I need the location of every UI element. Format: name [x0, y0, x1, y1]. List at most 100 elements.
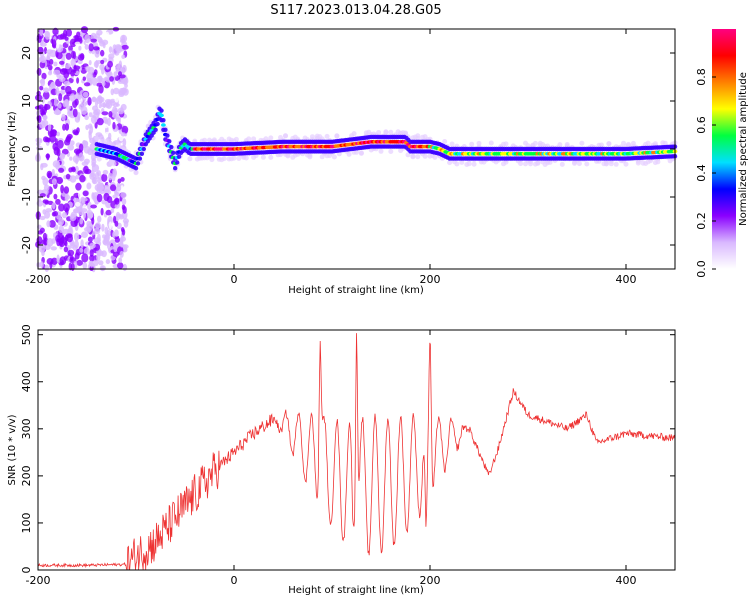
spectrogram-noise-cell: [51, 39, 57, 48]
spectrogram-halo-cell: [354, 149, 359, 155]
spectrogram-noise-cell: [96, 193, 103, 203]
spectrogram-halo-cell: [662, 140, 668, 146]
spectrogram-halo-cell: [378, 148, 384, 154]
spectrogram-noise-cell: [120, 227, 125, 233]
spectrogram-noise-cell: [115, 63, 121, 69]
spectrogram-noise-cell: [93, 259, 99, 266]
spectrogram-noise-cell: [98, 84, 104, 94]
spectrogram-noise-cell: [72, 197, 80, 203]
spectrogram-noise-cell: [42, 91, 50, 100]
spectrogram-noise-cell: [58, 167, 65, 173]
x-tick-label: -200: [26, 574, 51, 587]
spectrogram-noise-cell: [114, 203, 120, 209]
spectrogram-ridge-edge: [173, 166, 178, 171]
spectrogram-noise-cell: [53, 69, 61, 76]
spectrogram-noise-cell: [121, 198, 127, 205]
spectrogram-noise-cell: [82, 91, 89, 98]
spectrogram-noise-cell: [94, 222, 101, 229]
spectrogram-noise-cell: [53, 61, 58, 67]
spectrogram-noise-cell: [63, 186, 70, 194]
colorbar-tick-label: 0.6: [695, 116, 708, 134]
spectrogram-halo-cell: [324, 133, 330, 139]
spectrogram-ridge-edge: [135, 161, 141, 166]
spectrogram-noise-cell: [64, 240, 68, 247]
spectrogram-noise-cell: [117, 117, 121, 125]
spectrogram-noise-cell: [64, 123, 70, 131]
spectrogram-noise-cell: [42, 199, 49, 204]
spectrogram-noise-cell: [65, 85, 72, 95]
spectrogram-halo-cell: [202, 137, 208, 143]
spectrogram-noise-cell: [104, 31, 110, 37]
spectrogram-noise-cell: [59, 241, 65, 248]
spectrogram-halo-cell: [454, 161, 460, 167]
x-tick-label: -200: [26, 273, 51, 286]
spectrogram-halo-cell: [334, 133, 340, 139]
y-tick-label: -10: [20, 188, 33, 206]
spectrogram-noise-cell: [71, 167, 76, 173]
spectrogram-noise-cell: [96, 250, 104, 257]
spectrogram-halo-cell: [376, 130, 382, 135]
spectrogram-noise-cell: [121, 204, 126, 211]
spectrogram-halo-cell: [410, 154, 416, 160]
spectrogram-noise-cell: [101, 111, 109, 116]
spectrogram-noise-cell: [46, 170, 53, 179]
spectrogram-noise-cell: [114, 220, 119, 227]
spectrogram-halo-cell: [236, 156, 242, 161]
spectrogram-noise-cell: [84, 34, 91, 44]
spectrogram-halo-cell: [388, 129, 394, 135]
spectrogram-noise-cell: [93, 60, 99, 68]
colorbar-gradient: [712, 29, 736, 269]
spectrogram-ridge-edge: [176, 154, 182, 159]
spectrogram-noise-cell: [80, 239, 84, 249]
spectrogram-noise-cell: [97, 177, 101, 184]
spectrogram-noise-cell: [57, 34, 65, 40]
spectrogram-noise-cell: [87, 212, 93, 219]
spectrogram-noise-cell: [39, 215, 46, 221]
spectrogram-noise-cell: [74, 41, 81, 46]
spectrogram-noise-cell: [123, 220, 129, 228]
spectrogram-halo-cell: [584, 161, 590, 167]
spectrogram-noise-cell: [64, 36, 69, 41]
spectrogram-noise-cell: [100, 66, 105, 75]
spectrogram-halo-cell: [564, 142, 570, 147]
spectrogram-ridge-edge: [175, 160, 180, 165]
spectrogram-noise-cell: [120, 132, 126, 137]
spectrogram-noise-cell: [81, 161, 89, 166]
spectrogram-noise-cell: [101, 223, 105, 232]
spectrogram-noise-cell: [94, 49, 100, 58]
spectrogram-noise-cell: [57, 139, 64, 149]
spectrogram-noise-cell: [90, 38, 97, 43]
spectrogram-noise-cell: [61, 148, 69, 155]
colorbar-ticks: 0.0 0.2 0.4 0.6 0.8: [695, 68, 716, 278]
spectrogram-noise-cell: [72, 108, 78, 118]
snr-y-label: SNR (10 * v/v): [7, 414, 18, 485]
spectrogram-noise-cell: [42, 177, 49, 186]
spectrogram-noise-cell: [121, 125, 129, 134]
spectrogram-noise-cell: [69, 156, 73, 161]
spectrogram-ridge-edge: [169, 144, 174, 150]
spectrogram-halo-cell: [645, 140, 651, 146]
spectrogram-noise-cell: [62, 211, 67, 219]
spectrogram-noise-cell: [114, 229, 119, 237]
spectrogram-noise-cell: [76, 259, 83, 266]
spectrogram-noise-cell: [42, 114, 48, 121]
spectrogram-noise-cell: [63, 139, 71, 146]
spectrogram-halo-cell: [466, 161, 472, 167]
spectrogram-halo-cell: [608, 161, 614, 167]
spectrogram-halo-cell: [442, 139, 448, 144]
spectrogram-noise-cell: [50, 246, 57, 251]
spectrogram-noise-cell: [56, 51, 63, 60]
spectrogram-noise-cell: [112, 121, 116, 130]
spectrogram-noise-cell: [115, 45, 123, 54]
colorbar-label: Normalized spectral amplitude: [738, 72, 749, 226]
spectrogram-noise-cell: [40, 162, 48, 168]
spectrogram-noise-cell: [65, 52, 72, 60]
y-tick-label: -20: [20, 236, 33, 254]
spectrogram-noise-cell: [52, 160, 61, 168]
spectrogram-noise-cell: [94, 98, 99, 107]
spectrogram-halo-cell: [415, 154, 421, 160]
spectrogram-halo-cell: [603, 160, 609, 166]
spectrogram-noise-cell: [55, 39, 60, 49]
spectrogram-noise-cell: [69, 175, 77, 183]
spectrogram-halo-cell: [358, 150, 364, 156]
